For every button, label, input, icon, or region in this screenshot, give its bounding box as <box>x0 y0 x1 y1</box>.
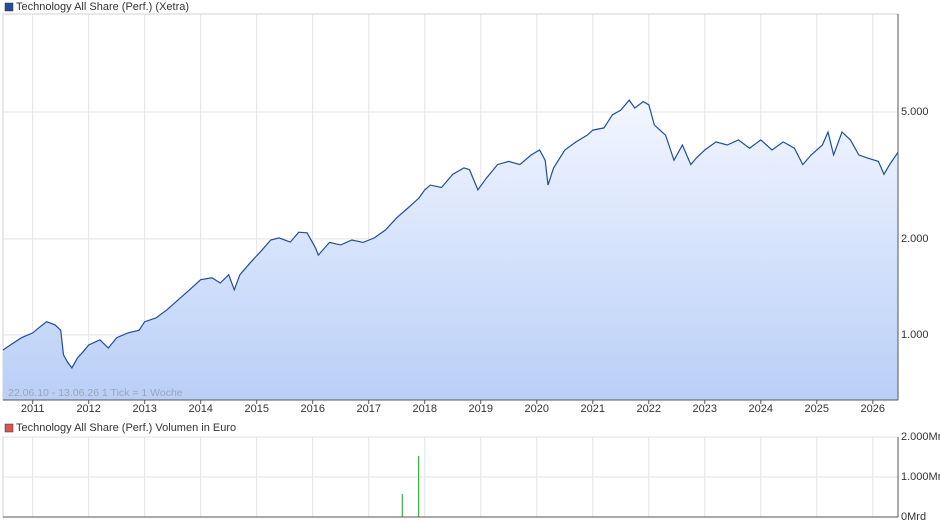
x-tick-label: 2022 <box>637 403 661 415</box>
y-tick-label: 1.000 <box>901 329 929 341</box>
volume-bar <box>401 494 403 517</box>
legend-label: Technology All Share (Perf.) Volumen in … <box>16 422 236 434</box>
x-tick-label: 2017 <box>356 403 380 415</box>
x-tick-label: 2014 <box>188 403 212 415</box>
x-tick-label: 2024 <box>749 403 773 415</box>
y-tick-label: 5.000 <box>901 106 929 118</box>
y-tick-label: 1.000Mrd <box>901 471 940 483</box>
x-tick-label: 2025 <box>805 403 829 415</box>
x-tick-label: 2016 <box>300 403 324 415</box>
x-tick-label: 2012 <box>76 403 100 415</box>
annotation: 22.06.10 - 13.06.26 1 Tick = 1 Woche <box>8 387 183 399</box>
x-tick-label: 2018 <box>412 403 436 415</box>
x-tick-label: 2020 <box>525 403 549 415</box>
volume-bar <box>418 456 420 517</box>
x-tick-label: 2021 <box>581 403 605 415</box>
y-tick-label: 2.000 <box>901 233 929 245</box>
area <box>3 100 898 400</box>
legend-swatch <box>4 2 14 12</box>
x-tick-label: 2023 <box>693 403 717 415</box>
y-tick-label: 0Mrd <box>901 511 926 523</box>
legend-label: Technology All Share (Perf.) (Xetra) <box>16 1 189 13</box>
x-tick-label: 2015 <box>244 403 268 415</box>
x-tick-label: 2019 <box>469 403 493 415</box>
x-tick-label: 2026 <box>861 403 885 415</box>
y-tick-label: 2.000Mrd <box>901 431 940 443</box>
price-line <box>2 99 899 369</box>
legend-swatch <box>4 423 14 433</box>
x-tick-label: 2013 <box>132 403 156 415</box>
x-tick-label: 2011 <box>21 403 45 415</box>
